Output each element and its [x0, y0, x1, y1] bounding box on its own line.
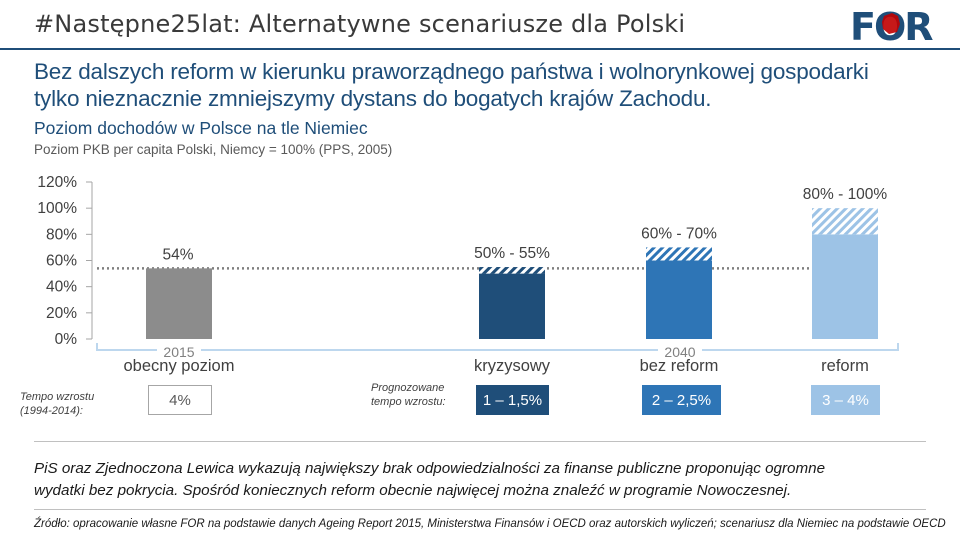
data-label: 80% - 100%	[803, 186, 888, 203]
year-label-2015: 2015	[163, 344, 194, 360]
bar-reform	[812, 234, 878, 339]
bar-no-reform	[646, 260, 712, 339]
forecast-growth-label-line-2: tempo wzrostu:	[371, 396, 446, 408]
chart-subtitle: Poziom PKB per capita Polski, Niemcy = 1…	[34, 142, 393, 157]
data-label: 50% - 55%	[474, 245, 550, 262]
slide-headline: Bez dalszych reform w kierunku praworząd…	[34, 58, 934, 112]
poland-map-icon	[882, 13, 900, 34]
historical-growth-label-line-2: (1994-2014):	[20, 405, 83, 417]
y-tick-label: 20%	[46, 305, 77, 322]
source-note: Źródło: opracowanie własne FOR na podsta…	[34, 518, 946, 530]
headline-line-1: Bez dalszych reform w kierunku praworząd…	[34, 59, 869, 84]
data-label: 54%	[162, 246, 193, 263]
category-label: kryzysowy	[474, 357, 551, 375]
presentation-hashtag-title: #Następne25lat: Alternatywne scenariusze…	[34, 10, 686, 38]
data-label: 60% - 70%	[641, 225, 717, 242]
y-tick-label: 100%	[37, 200, 77, 217]
year-label-background	[658, 343, 702, 359]
growth-box-no-reform: 2 – 2,5%	[642, 385, 721, 415]
income-bar-chart: 120% 100% 80% 60% 40% 20% 0% 54% obecny poziom 5…	[37, 174, 899, 375]
year-label-background	[157, 343, 201, 359]
note-divider	[34, 441, 926, 442]
category-label: obecny poziom	[124, 357, 235, 375]
y-tick-label: 40%	[46, 279, 77, 296]
y-tick-label: 60%	[46, 253, 77, 270]
historical-growth-label: Tempo wzrostu (1994-2014):	[20, 390, 94, 418]
category-label: bez reform	[640, 357, 719, 375]
historical-growth-label-line-1: Tempo wzrostu	[20, 391, 95, 403]
for-logo: FOR	[850, 5, 935, 46]
category-label: reform	[821, 357, 869, 375]
commentary-line-2: wydatki bez pokrycia. Spośród koniecznyc…	[34, 482, 792, 499]
growth-box-reform: 3 – 4%	[811, 385, 880, 415]
growth-box-current: 4%	[148, 385, 212, 415]
source-divider	[34, 509, 926, 510]
commentary-note: PiS oraz Zjednoczona Lewica wykazują naj…	[34, 458, 934, 502]
y-tick-label: 120%	[37, 174, 77, 191]
forecast-growth-label-line-1: Prognozowane	[371, 382, 445, 394]
bar-reform-range	[812, 208, 878, 235]
growth-box-crisis: 1 – 1,5%	[476, 385, 549, 415]
headline-line-2: tylko nieznacznie zmniejszymy dystans do…	[34, 86, 712, 111]
forecast-growth-label: Prognozowane tempo wzrostu:	[371, 381, 446, 409]
header-divider	[0, 48, 960, 50]
bar-crisis	[479, 273, 545, 339]
commentary-line-1: PiS oraz Zjednoczona Lewica wykazują naj…	[34, 460, 826, 477]
bar-crisis-range	[479, 267, 545, 274]
year-bracket	[96, 343, 899, 351]
y-tick-label: 0%	[55, 331, 78, 348]
chart-title: Poziom dochodów w Polsce na tle Niemiec	[34, 118, 368, 138]
year-label-2040: 2040	[664, 344, 695, 360]
bar-no-reform-range	[646, 247, 712, 261]
bar-current-level	[146, 268, 212, 339]
y-tick-label: 80%	[46, 226, 77, 243]
